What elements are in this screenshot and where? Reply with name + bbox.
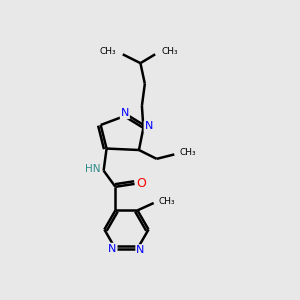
Text: CH₃: CH₃ bbox=[180, 148, 196, 158]
Text: N: N bbox=[145, 122, 153, 131]
Text: N: N bbox=[108, 244, 117, 254]
Text: CH₃: CH₃ bbox=[159, 197, 175, 206]
Text: O: O bbox=[136, 177, 146, 190]
Text: N: N bbox=[136, 245, 145, 255]
Text: N: N bbox=[121, 108, 129, 118]
Text: CH₃: CH₃ bbox=[100, 47, 116, 56]
Text: CH₃: CH₃ bbox=[162, 47, 178, 56]
Text: HN: HN bbox=[85, 164, 100, 174]
